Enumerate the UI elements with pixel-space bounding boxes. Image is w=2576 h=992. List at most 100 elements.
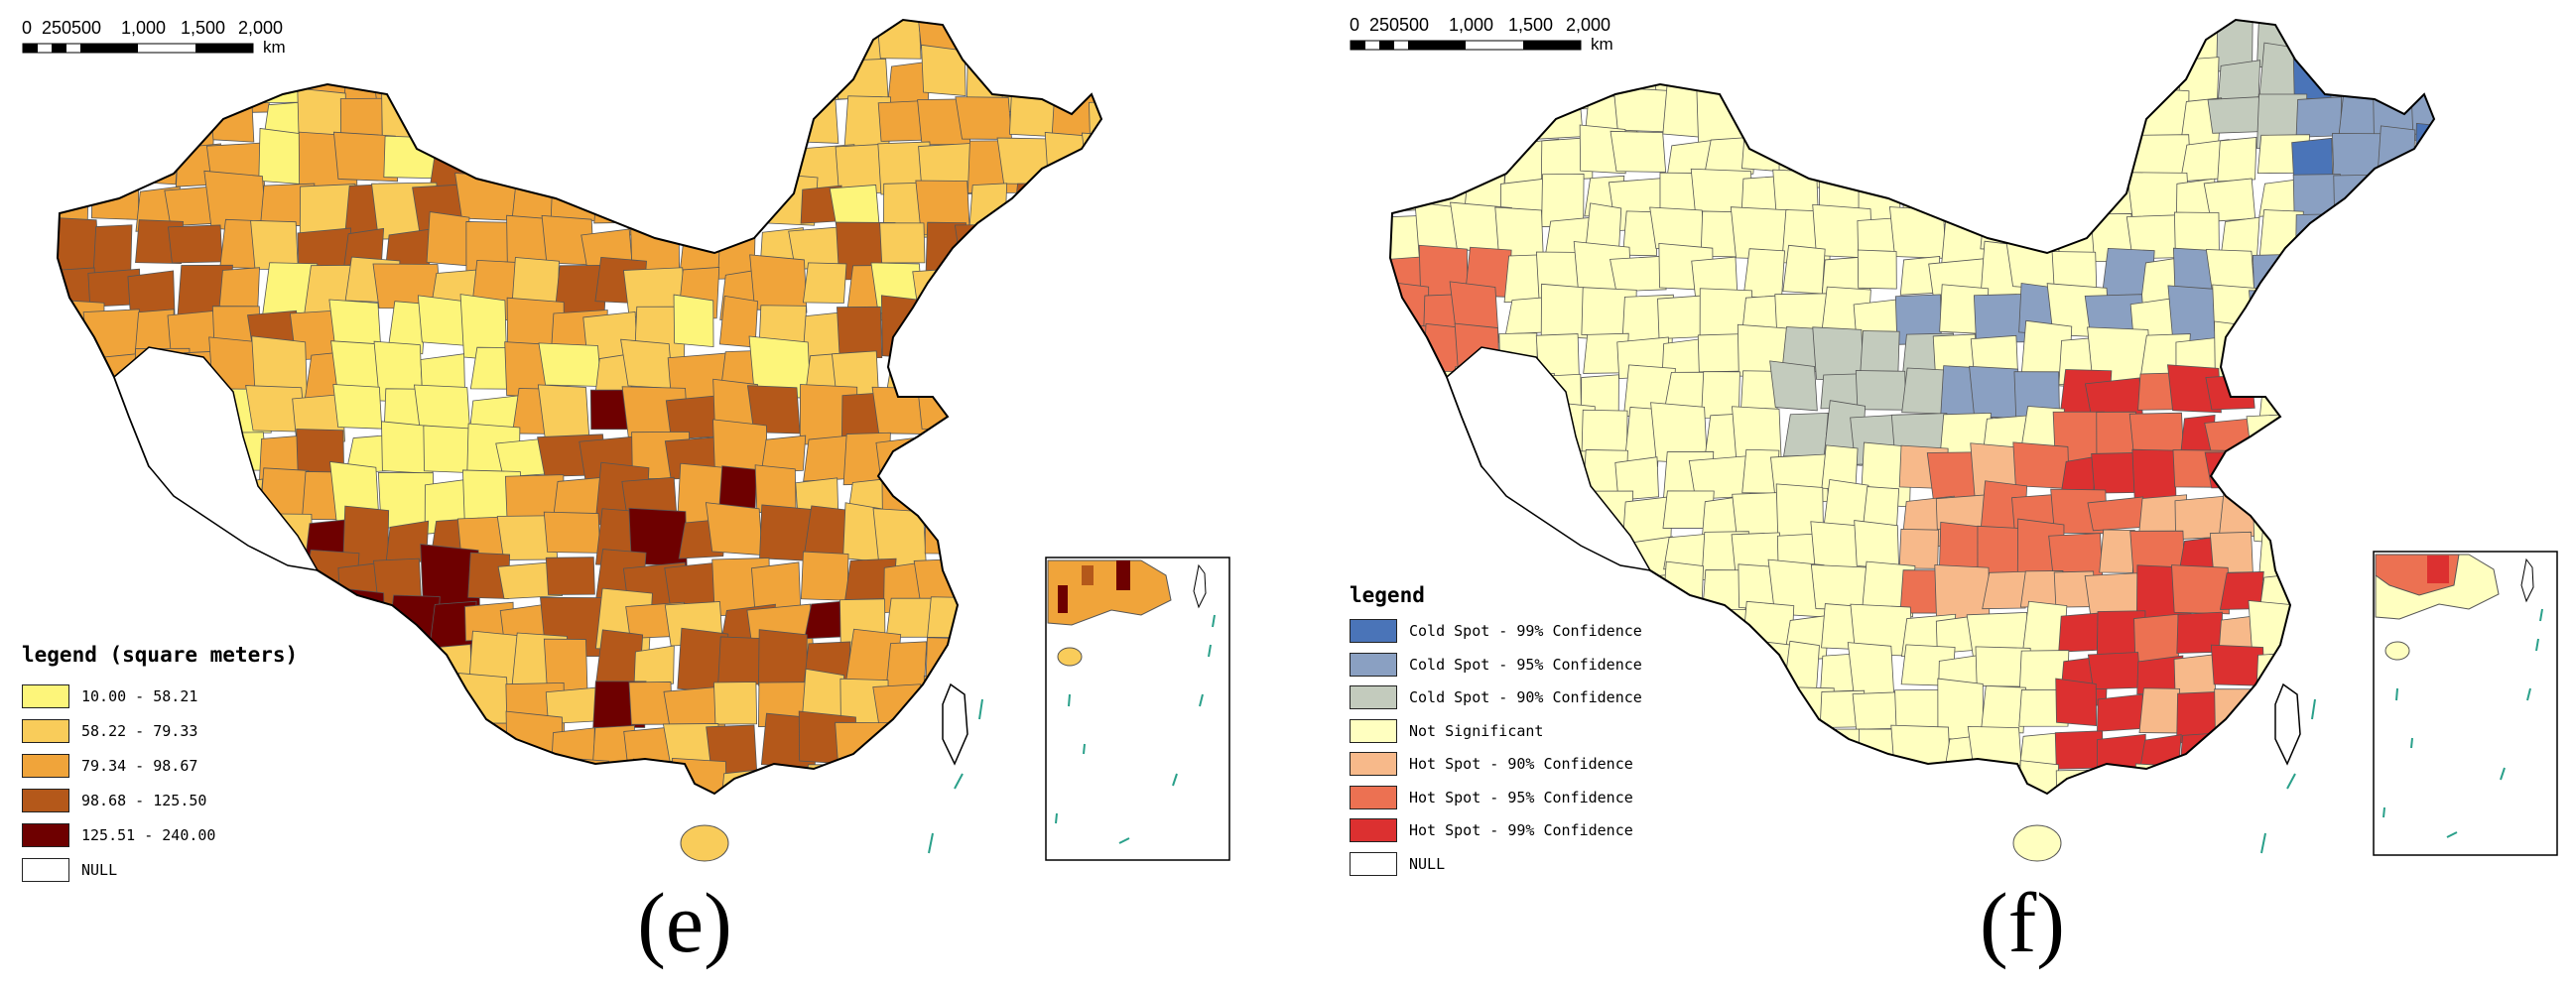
legend-label: Hot Spot - 99% Confidence xyxy=(1409,821,1633,839)
region-polygon xyxy=(1781,759,1827,794)
region-polygon xyxy=(462,99,524,155)
region-polygon xyxy=(1414,451,1477,501)
region-polygon xyxy=(2086,20,2142,68)
region-polygon xyxy=(714,97,765,155)
region-polygon xyxy=(837,306,883,359)
region-polygon xyxy=(620,338,674,389)
region-polygon xyxy=(92,142,132,199)
scale-tick-1500: 1,500 xyxy=(181,18,226,38)
region-polygon xyxy=(758,629,808,689)
region-polygon xyxy=(1585,573,1626,610)
region-polygon xyxy=(885,597,935,638)
scale-tick-0: 0 xyxy=(22,18,33,38)
region-polygon xyxy=(2096,733,2146,780)
legend-label: Not Significant xyxy=(1409,721,1544,740)
region-polygon xyxy=(1390,484,1441,532)
legend-label: Cold Spot - 90% Confidence xyxy=(1409,688,1642,706)
region-polygon xyxy=(1662,560,1704,618)
region-polygon xyxy=(1901,367,1945,415)
region-polygon xyxy=(127,596,191,641)
legend-label: 79.34 - 98.67 xyxy=(81,757,198,775)
region-polygon xyxy=(1418,535,1470,587)
region-polygon xyxy=(414,58,465,99)
region-polygon xyxy=(966,770,1013,794)
legend-swatch xyxy=(22,719,69,743)
region-polygon xyxy=(673,294,714,348)
region-polygon xyxy=(1390,411,1423,454)
region-polygon xyxy=(883,728,932,773)
south-china-sea-inset-f xyxy=(2373,551,2558,856)
region-polygon xyxy=(2137,372,2174,411)
region-polygon xyxy=(1655,20,1700,62)
region-polygon xyxy=(1783,412,1829,457)
region-polygon xyxy=(677,20,724,56)
region-polygon xyxy=(1977,123,2016,186)
sea-islands-e xyxy=(928,698,983,854)
region-polygon xyxy=(260,752,309,794)
region-polygon xyxy=(719,20,778,56)
region-polygon xyxy=(379,20,430,69)
region-polygon xyxy=(2048,168,2111,212)
region-polygon xyxy=(2256,773,2294,794)
region-polygon xyxy=(713,682,758,725)
region-polygon xyxy=(2205,374,2255,411)
region-polygon xyxy=(1973,293,2028,343)
region-polygon xyxy=(2379,376,2434,414)
region-polygon xyxy=(2128,412,2184,454)
region-polygon xyxy=(1664,637,1701,692)
region-polygon xyxy=(135,518,176,564)
region-polygon xyxy=(1390,320,1433,381)
legend-label: Hot Spot - 95% Confidence xyxy=(1409,788,1633,806)
scale-ruler-e xyxy=(22,43,254,54)
region-polygon xyxy=(1464,563,1505,617)
region-polygon xyxy=(2207,96,2262,134)
region-polygon xyxy=(58,348,93,391)
region-polygon xyxy=(300,725,351,767)
region-polygon xyxy=(2130,20,2173,64)
region-polygon xyxy=(2288,568,2338,610)
region-polygon xyxy=(1979,86,2018,142)
region-polygon xyxy=(1001,335,1060,401)
region-polygon xyxy=(538,342,602,387)
region-polygon xyxy=(1502,574,1557,623)
region-polygon xyxy=(926,466,970,517)
region-polygon xyxy=(2334,287,2383,345)
region-polygon xyxy=(58,423,89,488)
region-polygon xyxy=(1740,90,1784,133)
region-polygon xyxy=(93,462,143,532)
region-polygon xyxy=(1042,353,1101,404)
region-polygon xyxy=(2376,290,2414,343)
region-polygon xyxy=(623,726,673,780)
region-polygon xyxy=(86,56,148,105)
region-polygon xyxy=(1543,571,1584,614)
null-region-f xyxy=(1446,346,1652,571)
region-polygon xyxy=(1932,136,1993,188)
scale-tick-2000: 2,000 xyxy=(238,18,284,38)
region-polygon xyxy=(1739,43,1789,110)
region-polygon xyxy=(2006,53,2072,93)
caption-f: (f) xyxy=(1980,875,2065,970)
region-polygon xyxy=(2099,529,2135,573)
region-polygon xyxy=(2335,20,2381,55)
region-polygon xyxy=(90,175,140,220)
region-polygon xyxy=(2097,693,2143,732)
region-polygon xyxy=(1821,56,1859,110)
region-polygon xyxy=(258,127,306,186)
region-polygon xyxy=(217,677,265,732)
legend-title-f: legend xyxy=(1350,583,1425,607)
region-polygon xyxy=(1426,494,1477,532)
region-polygon xyxy=(205,770,263,794)
region-polygon xyxy=(705,172,762,224)
region-polygon xyxy=(58,460,106,531)
region-polygon xyxy=(1410,135,1472,179)
region-polygon xyxy=(996,137,1055,186)
region-polygon xyxy=(2413,495,2434,543)
region-polygon xyxy=(2291,412,2332,452)
region-polygon xyxy=(717,636,761,685)
region-polygon xyxy=(1781,96,1823,135)
region-polygon xyxy=(673,184,719,226)
legend-item: Cold Spot - 95% Confidence xyxy=(1350,651,1642,679)
region-polygon xyxy=(2413,360,2434,414)
legend-item: NULL xyxy=(1350,850,1445,878)
region-polygon xyxy=(2249,290,2300,344)
